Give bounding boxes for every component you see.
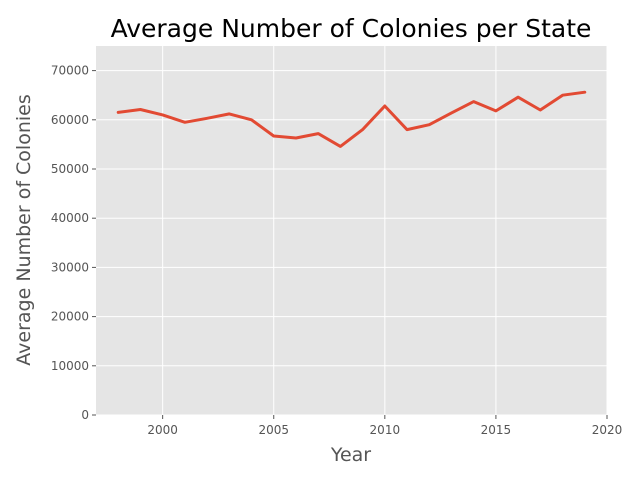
chart-title: Average Number of Colonies per State	[111, 14, 592, 43]
y-axis-label: Average Number of Colonies	[13, 94, 35, 365]
x-axis-ticks: 2000 2005 2010 2015 2020	[147, 415, 622, 437]
y-tick-label: 20000	[51, 310, 89, 324]
series-line	[116, 90, 587, 148]
y-tick-label: 0	[81, 408, 89, 422]
plot-area	[96, 46, 607, 415]
series-group	[116, 90, 587, 148]
y-tick-label: 50000	[51, 162, 89, 176]
y-tick-label: 30000	[51, 260, 89, 274]
y-tick-label: 10000	[51, 359, 89, 373]
y-tick-label: 60000	[51, 113, 89, 127]
x-tick-label: 2010	[370, 423, 401, 437]
y-tick-label: 70000	[51, 64, 89, 78]
x-tick-label: 2000	[147, 423, 178, 437]
x-axis-label: Year	[330, 444, 371, 466]
y-tick-label: 40000	[51, 211, 89, 225]
x-tick-label: 2015	[481, 423, 512, 437]
y-axis-ticks: 0 10000 20000 30000 40000 50000 60000 70000	[51, 64, 96, 422]
x-tick-label: 2020	[592, 423, 623, 437]
x-tick-label: 2005	[258, 423, 289, 437]
